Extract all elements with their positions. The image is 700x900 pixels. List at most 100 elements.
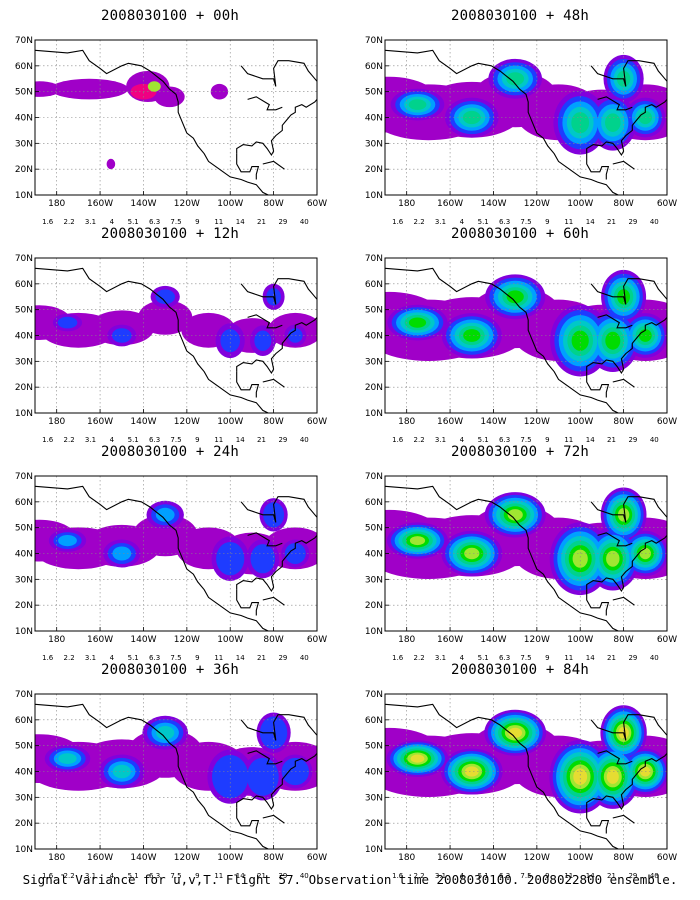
lat-tick-label: 60N (365, 498, 383, 508)
grid-lines (385, 694, 667, 849)
grid-lines (35, 258, 317, 413)
colorbar-label: 7.5 (520, 218, 531, 226)
panel-title: 2008030100 + 84h (450, 662, 590, 678)
lat-tick-label: 10N (15, 409, 33, 419)
lon-tick-label: 160W (87, 199, 113, 209)
lat-tick-label: 70N (365, 254, 383, 264)
lon-tick-label: 180 (398, 853, 415, 863)
lat-tick-label: 30N (15, 139, 33, 149)
variance-contour (147, 81, 161, 92)
lon-tick-label: 160W (87, 417, 113, 427)
lat-tick-label: 10N (365, 191, 383, 201)
colorbar-label: 1.6 (42, 218, 54, 226)
colorbar-label: 6.3 (149, 436, 160, 444)
colorbar-label: 3.1 (435, 436, 446, 444)
colorbar-label: 14 (236, 436, 245, 444)
variance-contour (571, 330, 589, 351)
map-figure: 70N 60N 50N 40N 30N 20N 10N 180 160W 140W 120W 100W… (15, 254, 327, 444)
lon-tick-label: 60W (307, 853, 327, 863)
grid-lines (35, 40, 317, 195)
colorbar-label: 3.1 (85, 654, 96, 662)
colorbar-label: 11 (564, 218, 573, 226)
colorbar-label: 6.3 (149, 654, 160, 662)
lon-tick-label: 80W (613, 635, 633, 645)
variance-contour (154, 86, 185, 108)
lat-tick-label: 20N (365, 383, 383, 393)
variance-contour (606, 550, 620, 567)
lon-tick-label: 120W (524, 635, 550, 645)
panel-title: 2008030100 + 24h (100, 444, 240, 460)
lat-tick-label: 10N (15, 845, 33, 855)
colorbar-label: 4 (460, 218, 465, 226)
colorbar-label: 1.6 (392, 872, 404, 880)
lat-tick-label: 60N (365, 62, 383, 72)
lat-tick-label: 10N (365, 627, 383, 637)
coastlines (35, 485, 317, 631)
lon-tick-label: 180 (398, 417, 415, 427)
lat-tick-label: 50N (365, 88, 383, 98)
colorbar-label: 9 (195, 436, 199, 444)
coastlines (385, 49, 667, 195)
lon-tick-label: 140W (480, 635, 506, 645)
lat-tick-label: 70N (15, 690, 33, 700)
variance-contour (463, 329, 481, 342)
colorbar-label: 5.1 (478, 872, 489, 880)
colorbar-label: 11 (564, 654, 573, 662)
colorbar-label: 5.1 (128, 872, 139, 880)
colorbar-label: 7.5 (520, 872, 531, 880)
lat-tick-label: 70N (365, 36, 383, 46)
colorbar-label: 5.1 (478, 218, 489, 226)
colorbar-label: 40 (300, 436, 309, 444)
colorbar-label: 6.3 (499, 872, 510, 880)
lon-tick-label: 140W (480, 417, 506, 427)
colorbar-label: 2.2 (414, 654, 425, 662)
colorbar-label: 2.2 (414, 872, 425, 880)
colorbar-label: 3.1 (85, 872, 96, 880)
lon-tick-label: 80W (263, 417, 283, 427)
colorbar-label: 11 (214, 218, 223, 226)
variance-contour (212, 755, 249, 799)
lat-tick-label: 70N (365, 690, 383, 700)
panel-title: 2008030100 + 60h (450, 226, 590, 242)
variance-contour (220, 329, 240, 353)
variance-contour (464, 547, 480, 560)
lon-tick-label: 140W (480, 199, 506, 209)
lat-tick-label: 50N (365, 524, 383, 534)
colorbar-label: 14 (586, 218, 595, 226)
colorbar-label: 1.6 (42, 654, 54, 662)
lat-tick-label: 60N (15, 498, 33, 508)
lon-tick-label: 60W (307, 417, 327, 427)
lon-tick-label: 120W (174, 635, 200, 645)
lat-tick-label: 50N (15, 524, 33, 534)
lon-tick-label: 140W (130, 417, 156, 427)
lat-tick-label: 60N (365, 716, 383, 726)
lon-tick-label: 100W (567, 199, 593, 209)
map-panel: 2008030100 + 72h 70N 60N 50N 40N 30N 20N 10N 180… (350, 444, 690, 662)
colorbar-label: 21 (607, 654, 616, 662)
variance-contour (410, 754, 425, 763)
lon-tick-label: 100W (567, 417, 593, 427)
colorbar-label: 5.1 (128, 436, 139, 444)
colorbar-label: 9 (195, 872, 199, 880)
lon-tick-label: 120W (174, 417, 200, 427)
map-panel: 2008030100 + 48h 70N 60N 50N 40N 30N 20N 10N 180… (350, 8, 690, 226)
lat-tick-label: 10N (15, 191, 33, 201)
colorbar-label: 29 (278, 218, 287, 226)
map-figure: 70N 60N 50N 40N 30N 20N 10N 180 160W 140W 120W 100W… (365, 254, 677, 444)
colorbar-label: 11 (564, 436, 573, 444)
lat-tick-label: 20N (15, 383, 33, 393)
colorbar-label: 21 (607, 436, 616, 444)
colorbar-label: 29 (278, 654, 287, 662)
lat-tick-label: 40N (365, 332, 383, 342)
colorbar-label: 4 (460, 436, 465, 444)
colorbar-label: 40 (300, 218, 309, 226)
lat-tick-label: 50N (365, 742, 383, 752)
variance-contour (408, 99, 427, 110)
panel-title: 2008030100 + 48h (450, 8, 590, 24)
colorbar-label: 4 (460, 872, 465, 880)
colorbar-label: 4 (110, 872, 115, 880)
lon-tick-label: 160W (87, 853, 113, 863)
variance-contour (573, 768, 588, 785)
variance-contour (571, 112, 590, 134)
colorbar-label: 7.5 (170, 872, 181, 880)
